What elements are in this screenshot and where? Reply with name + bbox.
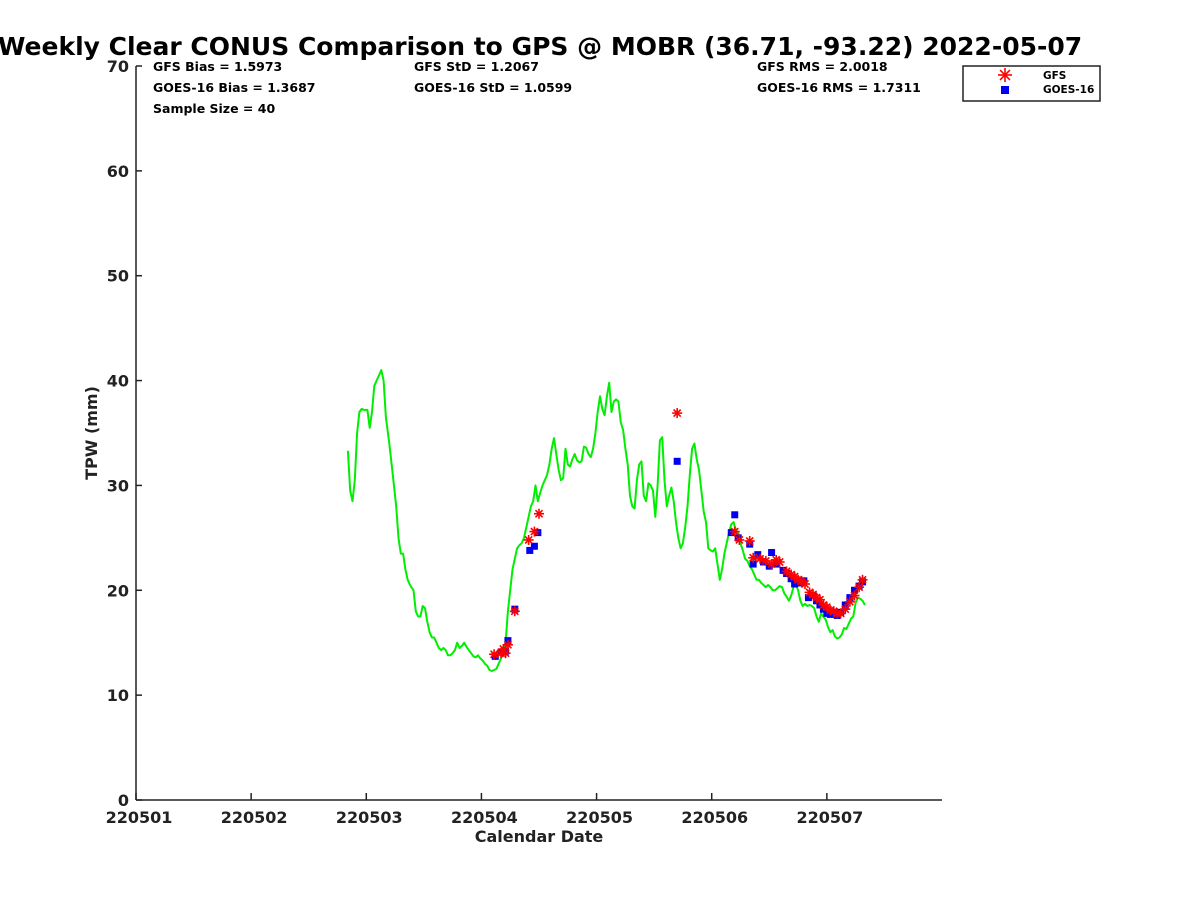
gfs-point [849,591,859,601]
y-axis-label: TPW (mm) [82,386,101,480]
gfs-point [501,648,511,658]
y-tick-label: 50 [107,267,129,286]
stat-gfs-std: GFS StD = 1.2067 [414,59,539,74]
plot-area [348,370,868,671]
stat-goes-rms: GOES-16 RMS = 1.7311 [757,80,921,95]
gfs-point [510,606,520,616]
gfs-point [840,604,850,614]
goes16-point [531,543,538,550]
legend-goes16-square-icon [1001,86,1009,94]
stat-sample-size: Sample Size = 40 [153,101,275,116]
chart: Weekly Clear CONUS Comparison to GPS @ M… [0,0,1200,900]
gfs-point [734,535,744,545]
gfs-point [745,536,755,546]
gfs-point [730,527,740,537]
stat-goes-bias: GOES-16 Bias = 1.3687 [153,80,315,95]
legend-gfs-asterisk-icon [998,68,1012,82]
y-tick-label: 10 [107,686,129,705]
y-tick-label: 30 [107,476,129,495]
goes16-point [768,549,775,556]
legend-label-gfs: GFS [1043,70,1066,82]
gfs-point [503,640,513,650]
x-tick-label: 220505 [566,808,633,827]
gfs-point [845,597,855,607]
y-tick-label: 40 [107,372,129,391]
x-tick-label: 220507 [796,808,863,827]
legend: GFS GOES-16 [963,66,1100,101]
gfs-point [800,579,810,589]
gfs-point [858,575,868,585]
goes16-point [731,511,738,518]
series-line-gps [348,370,865,671]
stat-gfs-rms: GFS RMS = 2.0018 [757,59,888,74]
x-tick-label: 220503 [336,808,403,827]
y-tick-label: 20 [107,581,129,600]
chart-title: Weekly Clear CONUS Comparison to GPS @ M… [0,32,1082,61]
x-ticks: 220501 220502 220503 220504 220505 220506 2205… [106,793,864,827]
stat-goes-std: GOES-16 StD = 1.0599 [414,80,572,95]
x-tick-label: 220502 [221,808,288,827]
x-tick-label: 220504 [451,808,518,827]
gfs-point [529,527,539,537]
gfs-point [672,408,682,418]
legend-label-goes16: GOES-16 [1043,84,1094,96]
gfs-point [775,557,785,567]
gfs-point [534,509,544,519]
legend-gfs-glyph [998,68,1012,82]
stat-gfs-bias: GFS Bias = 1.5973 [153,59,282,74]
goes16-point [674,458,681,465]
gfs-point [524,535,534,545]
x-tick-label: 220506 [681,808,748,827]
y-tick-label: 70 [107,57,129,76]
x-axis-label: Calendar Date [475,827,604,846]
x-tick-label: 220501 [106,808,173,827]
y-tick-label: 60 [107,162,129,181]
